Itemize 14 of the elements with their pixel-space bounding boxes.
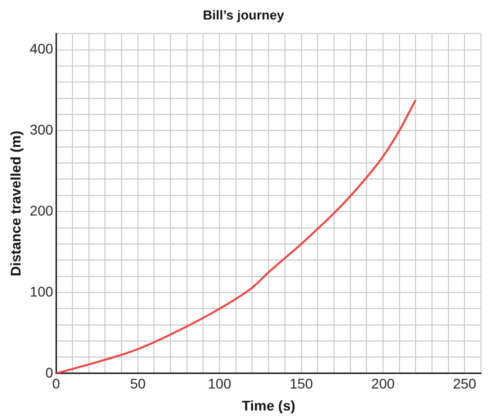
x-tick-label: 250 xyxy=(452,376,477,392)
x-tick-label: 200 xyxy=(371,376,395,392)
line-series xyxy=(56,98,417,374)
y-tick-label: 300 xyxy=(30,122,54,138)
y-tick-label: 400 xyxy=(30,40,54,57)
y-tick-label: 0 xyxy=(45,364,54,380)
x-tick-label: 150 xyxy=(290,376,314,392)
x-tick-label: 50 xyxy=(130,376,146,392)
y-axis-title: Distance travelled (m) xyxy=(7,130,24,276)
x-tick-label: 100 xyxy=(208,376,232,392)
chart-title: Bill’s journey xyxy=(202,7,285,22)
y-tick-label: 200 xyxy=(30,202,54,218)
y-tick-label: 100 xyxy=(30,283,54,300)
x-axis-title: Time (s) xyxy=(242,397,296,414)
